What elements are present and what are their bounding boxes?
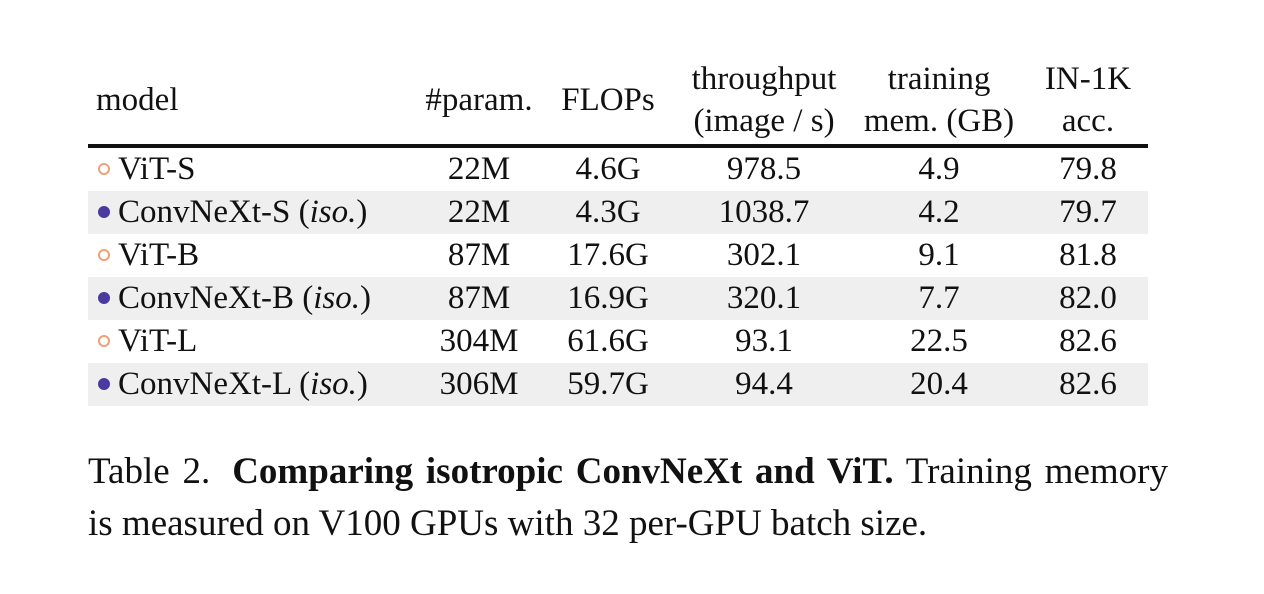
params-cell: 304M: [439, 323, 519, 359]
model-iso-tag: iso.: [309, 194, 357, 230]
throughput-cell: 978.5: [678, 144, 850, 191]
flops-cell: 61.6G: [567, 323, 649, 359]
header-model: model: [96, 82, 179, 118]
header-throughput: throughput (image / s): [678, 56, 850, 146]
mem-cell: 22.5: [910, 323, 968, 359]
params-cell: 22M: [420, 144, 538, 191]
acc-cell: 82.6: [1028, 363, 1148, 406]
params-cell: 87M: [447, 237, 511, 273]
model-name: ConvNeXt-S (: [118, 194, 310, 230]
mem-cell: 4.9: [850, 144, 1028, 191]
model-iso-close: ): [356, 366, 368, 402]
params-cell: 22M: [420, 191, 538, 234]
acc-cell: 79.7: [1028, 191, 1148, 234]
model-iso-close: ): [360, 280, 371, 316]
caption-title: Comparing isotropic ConvNeXt and ViT.: [232, 451, 894, 492]
header-accuracy-line1: IN-1K: [1044, 61, 1132, 97]
acc-cell: 82.0: [1028, 277, 1148, 320]
throughput-cell: 93.1: [735, 323, 793, 359]
header-accuracy-line2: acc.: [1061, 103, 1115, 139]
throughput-cell: 320.1: [678, 277, 850, 320]
table-caption: Table 2. Comparing isotropic ConvNeXt and…: [88, 446, 1168, 550]
results-table-container: model #param. FLOPs throughput (image / …: [88, 56, 1148, 406]
mem-cell: 20.4: [850, 363, 1028, 406]
throughput-cell: 302.1: [726, 237, 802, 273]
caption-text: Training memory is measured on V100 GPUs…: [88, 451, 1168, 544]
model-cell: ViT-L: [88, 320, 420, 363]
table-row: ConvNeXt-L (iso.) 306M 59.7G 94.4 20.4 82.6: [88, 363, 1148, 406]
acc-cell: 81.8: [1059, 237, 1117, 273]
flops-cell: 16.9G: [538, 277, 678, 320]
hollow-circle-icon: [98, 163, 110, 176]
flops-cell: 59.7G: [538, 363, 678, 406]
table-row: ViT-B 87M 17.6G 302.1 9.1 81.8: [88, 234, 1148, 277]
model-iso-tag: iso.: [313, 280, 360, 316]
table-row: ConvNeXt-B (iso.) 87M 16.9G 320.1 7.7 82.0: [88, 277, 1148, 320]
model-iso-tag: iso.: [310, 366, 357, 402]
model-name: ConvNeXt-B (: [118, 280, 314, 316]
header-memory-line2: mem. (GB): [863, 103, 1015, 139]
hollow-circle-icon: [98, 335, 110, 348]
model-name: ConvNeXt-L (: [118, 366, 311, 402]
flops-cell: 4.3G: [538, 191, 678, 234]
table-row: ConvNeXt-S (iso.) 22M 4.3G 1038.7 4.2 79.7: [88, 191, 1148, 234]
caption-label: Table 2.: [88, 451, 211, 492]
header-accuracy: IN-1K acc.: [1028, 56, 1148, 146]
params-cell: 87M: [420, 277, 538, 320]
filled-circle-icon: [98, 206, 110, 219]
model-name: ViT-B: [118, 237, 200, 273]
mem-cell: 4.2: [850, 191, 1028, 234]
table-row: ViT-L 304M 61.6G 93.1 22.5 82.6: [88, 320, 1148, 363]
model-name: ViT-L: [118, 323, 198, 359]
acc-cell: 82.6: [1059, 323, 1117, 359]
flops-cell: 17.6G: [567, 237, 649, 273]
header-params: #param.: [425, 82, 533, 118]
filled-circle-icon: [98, 292, 110, 305]
header-throughput-line2: (image / s): [693, 103, 835, 139]
throughput-cell: 94.4: [678, 363, 850, 406]
header-memory: training mem. (GB): [850, 56, 1028, 146]
model-iso-close: ): [356, 194, 368, 230]
table-row: ViT-S 22M 4.6G 978.5 4.9 79.8: [88, 144, 1148, 191]
throughput-cell: 1038.7: [678, 191, 850, 234]
acc-cell: 79.8: [1028, 144, 1148, 191]
model-name: ViT-S: [118, 151, 196, 187]
model-cell: ConvNeXt-L (iso.): [88, 363, 420, 406]
params-cell: 306M: [420, 363, 538, 406]
hollow-circle-icon: [98, 249, 110, 262]
model-cell: ConvNeXt-S (iso.): [88, 191, 420, 234]
header-throughput-line1: throughput: [691, 61, 837, 97]
mem-cell: 7.7: [850, 277, 1028, 320]
table-body: ViT-S 22M 4.6G 978.5 4.9 79.8 ConvNeXt-S (iso.…: [88, 144, 1148, 406]
model-cell: ViT-B: [88, 234, 420, 277]
results-table: model #param. FLOPs throughput (image / …: [88, 56, 1148, 406]
header-flops: FLOPs: [561, 82, 655, 118]
flops-cell: 4.6G: [538, 144, 678, 191]
mem-cell: 9.1: [918, 237, 960, 273]
table-header-row: model #param. FLOPs throughput (image / …: [88, 56, 1148, 146]
header-memory-line1: training: [887, 61, 991, 97]
model-cell: ConvNeXt-B (iso.): [88, 277, 420, 320]
filled-circle-icon: [98, 378, 110, 391]
model-cell: ViT-S: [88, 144, 420, 191]
